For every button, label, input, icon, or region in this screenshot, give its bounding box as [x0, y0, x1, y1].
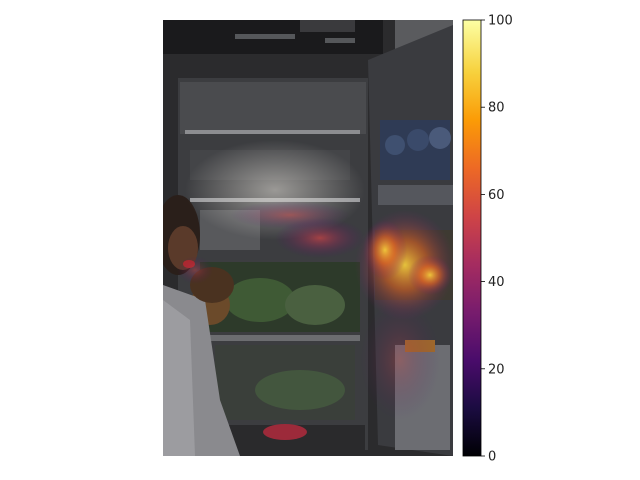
- colorbar-tick-label: 80: [488, 101, 505, 116]
- photo-background: [163, 20, 453, 456]
- colorbar-gradient: [462, 19, 482, 457]
- colorbar-tick-label: 0: [488, 450, 496, 465]
- colorbar-tick-label: 40: [488, 275, 505, 290]
- colorbar-tick-label: 60: [488, 188, 505, 203]
- heatmap-overlay: [177, 201, 453, 420]
- colorbar: 0 20 40 60 80 100: [462, 14, 513, 465]
- colorbar-ticks: 0 20 40 60 80 100: [481, 14, 513, 465]
- colorbar-tick-label: 20: [488, 362, 505, 377]
- colorbar-tick-label: 100: [488, 14, 513, 29]
